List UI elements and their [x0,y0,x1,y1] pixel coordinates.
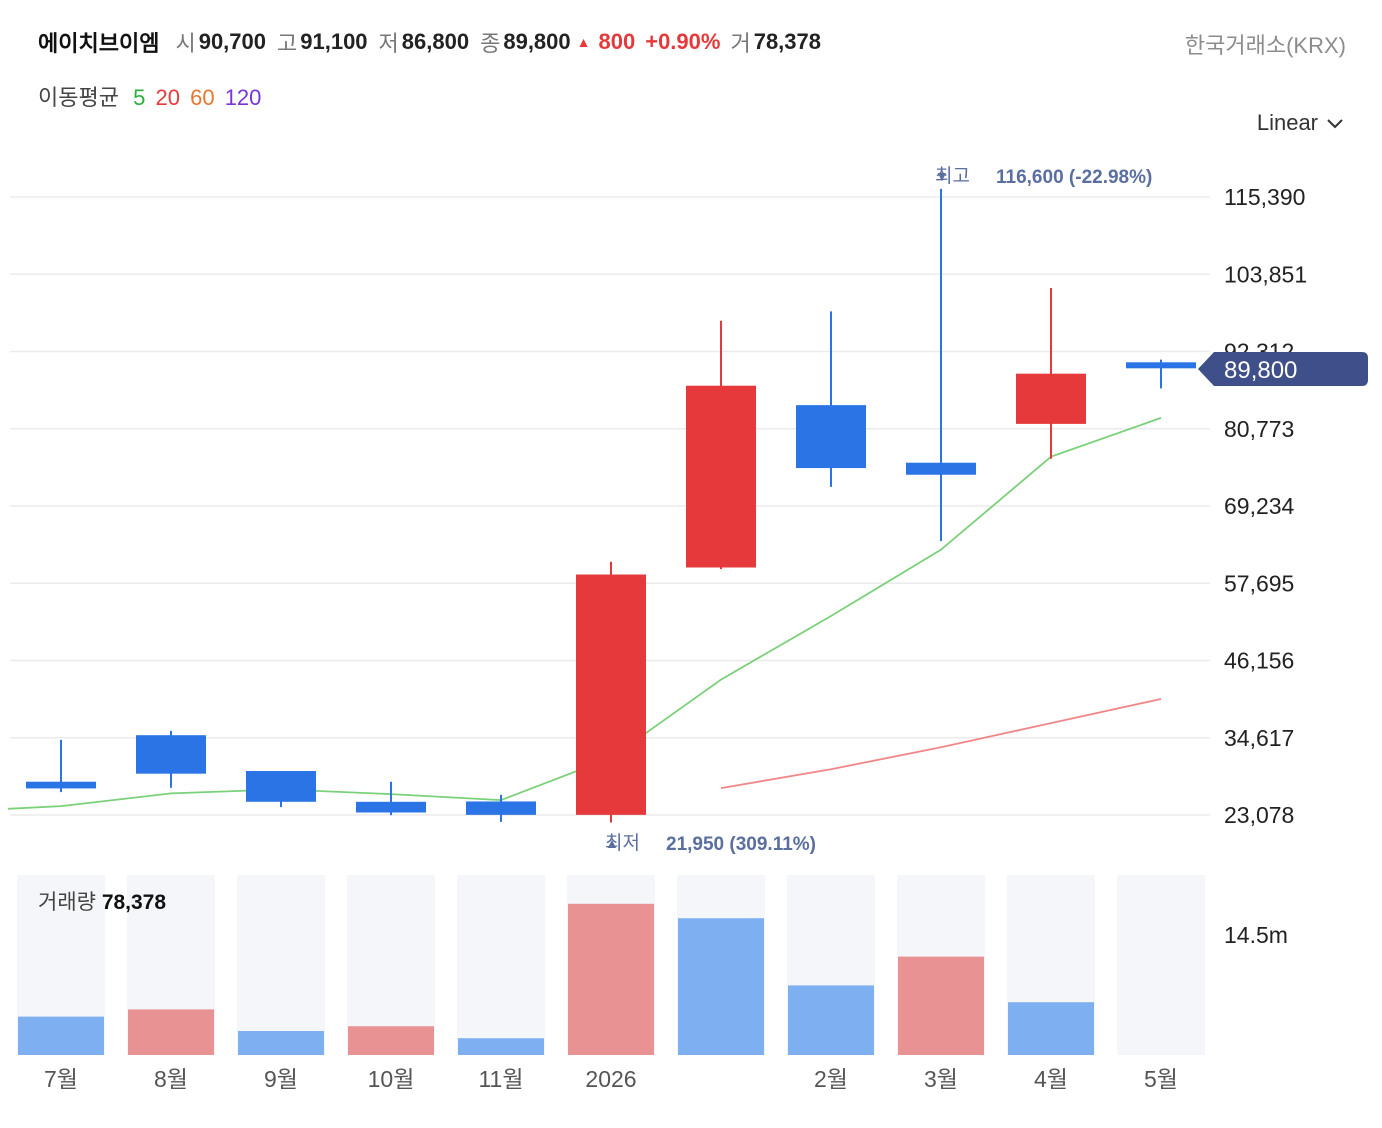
down-triangle-icon: ▼ [935,168,949,184]
volume-column-background [237,875,325,1055]
ma-20-line [720,698,1162,789]
moving-average-legend: 이동평균 5 20 60 120 [38,80,265,112]
stock-header: 에이치브이엠 시 90,700 고 91,100 저 86,800 종 89,8… [38,24,832,60]
y-tick-label: 80,773 [1224,416,1294,442]
y-tick-label: 115,390 [1224,184,1305,210]
candle-body [136,735,206,774]
current-price-value: 89,800 [1224,357,1297,384]
y-axis: 115,390103,85192,31280,77369,23457,69546… [1224,184,1307,828]
y-tick-label: 103,851 [1224,261,1307,287]
close-label: 종 [480,31,501,56]
volume-column-background [1117,875,1205,1055]
volume-panel-value: 78,378 [101,891,167,914]
volume-column-background [347,875,435,1055]
change-percent: +0.90% [645,29,721,54]
low-value: 86,800 [401,29,470,54]
volume-panel-title: 거래량 78,378 [38,886,166,916]
stock-name[interactable]: 에이치브이엠 [38,31,160,56]
y-tick-label: 23,078 [1224,802,1294,828]
x-tick-label: 11월 [478,1066,523,1092]
x-tick-label: 9월 [264,1066,298,1092]
open-label: 시 [175,31,196,56]
volume-bar [898,956,984,1055]
ma-20-legend[interactable]: 20 [155,85,180,110]
candle-body [26,781,96,789]
x-tick-label: 3월 [924,1066,958,1092]
volume-bar [238,1031,324,1055]
open-value: 90,700 [198,29,266,54]
y-tick-label: 69,234 [1224,493,1295,519]
volume-axis-label: 14.5m [1224,922,1288,948]
y-tick-label: 46,156 [1224,648,1294,674]
candle-body [1126,362,1196,369]
x-tick-label: 10월 [368,1066,415,1092]
candle-body [466,801,536,815]
low-annotation: 최저 21,950 (309.11%) [605,832,816,855]
volume-bar [788,985,874,1055]
ma-5-legend[interactable]: 5 [133,85,146,110]
candle-body [796,405,866,469]
exchange-label: 한국거래소(KRX) [1184,33,1346,58]
volume-bar [128,1009,214,1055]
x-tick-label: 4월 [1034,1066,1068,1092]
candle-body [246,771,316,802]
low-label: 저 [378,31,399,56]
candle-body [576,574,646,815]
ma-120-legend[interactable]: 120 [224,85,262,110]
x-axis: 7월 8월 9월 10월 11월 2026 2월 3월 4월 5월 [44,1066,1178,1092]
volume-bar [1008,1002,1094,1055]
chevron-down-icon [1327,119,1343,129]
low-annotation-value: 21,950 (309.11%) [666,834,816,855]
candle-body [906,462,976,475]
moving-average-title: 이동평균 [38,85,119,110]
volume-column-background [457,875,545,1055]
up-triangle-icon: ▲ [576,34,591,50]
volume-value: 78,378 [753,29,821,54]
high-annotation-value: 116,600 (-22.98%) [996,167,1152,188]
high-annotation-label: 최고 [935,165,970,187]
x-tick-label: 2월 [814,1066,848,1092]
ma-60-legend[interactable]: 60 [190,85,215,110]
candlesticks: ▼▲ [26,168,1196,851]
low-annotation-label: 최저 [605,832,640,854]
x-tick-label: 8월 [154,1066,188,1092]
volume-label: 거 [730,31,751,56]
candle-body [686,385,756,568]
ma-5-line [7,417,1162,810]
y-tick-label: 57,695 [1224,570,1294,596]
x-tick-label: 2026 [585,1066,636,1092]
scale-dropdown[interactable]: Linear [1257,110,1344,136]
volume-bar [678,918,764,1055]
high-label: 고 [277,31,298,56]
volume-bar [458,1038,544,1055]
candle-body [356,801,426,813]
volume-panel-label: 거래량 [38,891,96,914]
close-value: 89,800 [503,29,571,54]
high-value: 91,100 [300,29,368,54]
x-tick-label: 5월 [1144,1066,1178,1092]
volume-bars [18,903,1094,1055]
change-value: 800 [598,29,636,54]
volume-bar [18,1016,104,1055]
moving-average-lines [7,417,1162,810]
current-price-tag: 89,800 [1198,352,1368,386]
high-annotation: 최고 116,600 (-22.98%) [935,165,1152,188]
candle-body [1016,373,1086,424]
up-triangle-icon: ▲ [605,835,619,851]
scale-dropdown-label: Linear [1256,110,1318,135]
x-tick-label: 7월 [44,1066,78,1092]
volume-bar [568,903,654,1055]
volume-bar [348,1026,434,1055]
y-tick-label: 34,617 [1224,725,1294,751]
